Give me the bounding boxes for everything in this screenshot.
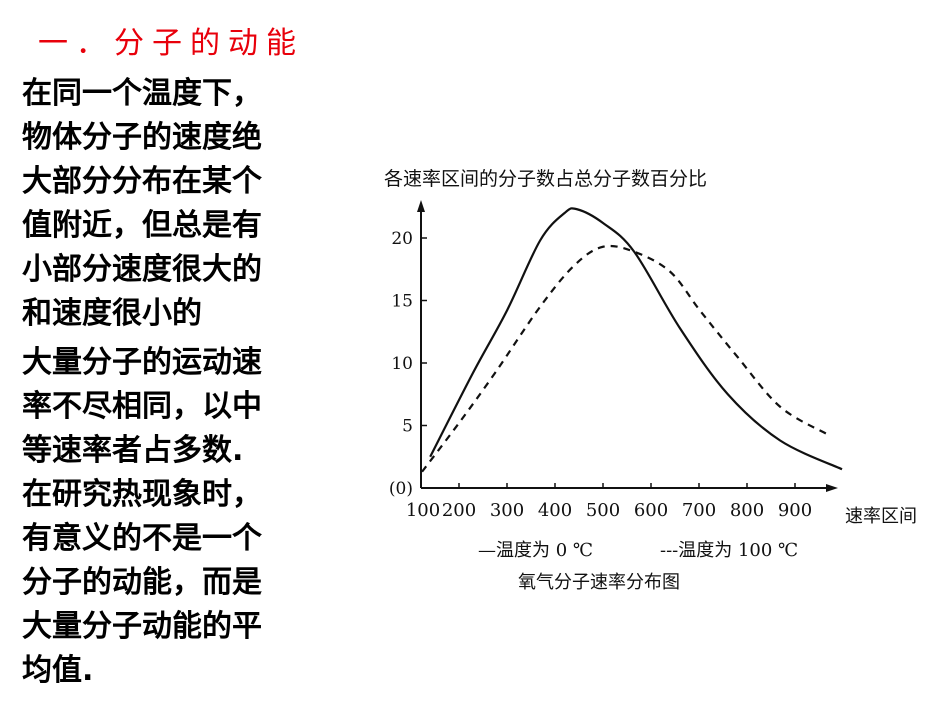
x-axis-label: 速率区间 xyxy=(845,506,917,527)
x-tick-label: 200 xyxy=(442,500,476,521)
series-0c-solid-line xyxy=(429,207,843,471)
y-tick-label: 10 xyxy=(391,354,413,374)
slide-body-text: 在同一个温度下， 物体分子的速度绝 大部分分布在某个 值附近，但总是有 小部分速… xyxy=(22,72,322,693)
chart-canvas: 各速率区间的分子数占总分子数百分比 (0) 5 10 15 20 100 200 300 400… xyxy=(384,168,917,593)
paragraph-2: 大量分子的运动速 率不尽相同，以中 等速率者占多数. 在研究热现象时， 有意义的… xyxy=(22,341,322,693)
series-100c-dashed-line xyxy=(421,244,828,473)
x-tick-label: 600 xyxy=(634,500,668,521)
text-line: 大量分子的运动速 xyxy=(22,345,262,380)
text-line: 等速率者占多数. xyxy=(22,433,244,468)
x-tick-label: 700 xyxy=(682,500,716,521)
chart-series xyxy=(421,207,843,473)
text-line: 小部分速度很大的 xyxy=(22,252,262,287)
x-tick-label: 300 xyxy=(490,500,524,521)
text-line: 在同一个温度下， xyxy=(22,76,262,111)
slide-title: 一．分子的动能 xyxy=(38,26,304,61)
speed-distribution-chart: 各速率区间的分子数占总分子数百分比 (0) 5 10 15 20 100 200 300 400… xyxy=(360,155,950,609)
x-tick-label: 500 xyxy=(586,500,620,521)
y-tick-label: 5 xyxy=(402,417,413,437)
text-line: 和速度很小的 xyxy=(22,296,202,331)
x-tick-label: 800 xyxy=(730,500,764,521)
text-line: 物体分子的速度绝 xyxy=(22,120,262,155)
text-line: 分子的动能，而是 xyxy=(22,565,262,600)
y-tick-label: 15 xyxy=(391,292,413,312)
x-tick-label: 900 xyxy=(778,500,812,521)
y-axis-arrow-icon xyxy=(417,200,425,212)
x-axis-arrow-icon xyxy=(826,484,838,492)
text-line: 有意义的不是一个 xyxy=(22,521,262,556)
y-tick-label: (0) xyxy=(389,479,413,499)
text-line: 大量分子动能的平 xyxy=(22,609,262,644)
chart-axes: (0) 5 10 15 20 100 200 300 400 500 600 700 800 900 速率区… xyxy=(389,200,917,527)
y-tick-label: 20 xyxy=(391,229,413,249)
x-tick-label: 400 xyxy=(538,500,572,521)
legend-item-0c: —温度为 0 ℃ xyxy=(478,540,593,561)
paragraph-1: 在同一个温度下， 物体分子的速度绝 大部分分布在某个 值附近，但总是有 小部分速… xyxy=(22,72,322,336)
x-tick-label: 100 xyxy=(406,500,440,521)
text-line: 率不尽相同，以中 xyxy=(22,389,262,424)
chart-caption: 氧气分子速率分布图 xyxy=(518,572,680,593)
chart-title: 各速率区间的分子数占总分子数百分比 xyxy=(384,168,707,190)
legend-item-100c: ---温度为 100 ℃ xyxy=(660,540,798,561)
text-line: 值附近，但总是有 xyxy=(22,208,262,243)
text-line: 在研究热现象时， xyxy=(22,477,262,512)
text-line: 均值. xyxy=(22,653,94,688)
text-line: 大部分分布在某个 xyxy=(22,164,262,199)
chart-legend: —温度为 0 ℃ ---温度为 100 ℃ xyxy=(478,540,798,561)
